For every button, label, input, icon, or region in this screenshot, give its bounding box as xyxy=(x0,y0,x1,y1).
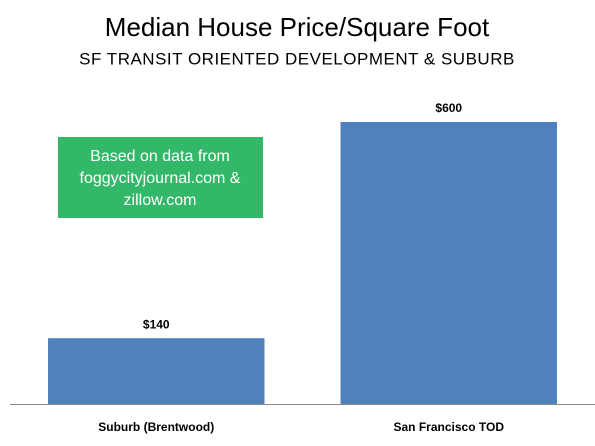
value-label: $140 xyxy=(143,317,170,331)
x-tick-label: Suburb (Brentwood) xyxy=(98,420,214,434)
annotation-text: zillow.com xyxy=(124,192,197,209)
bar xyxy=(340,122,557,404)
bar xyxy=(48,338,265,404)
x-tick-label: San Francisco TOD xyxy=(394,420,505,434)
annotation-text: foggycityjournal.com & xyxy=(80,170,241,187)
annotation-box xyxy=(58,137,263,218)
annotation-text: Based on data from xyxy=(90,148,230,165)
chart-subtitle: SF TRANSIT ORIENTED DEVELOPMENT & SUBURB xyxy=(79,49,515,68)
value-label: $600 xyxy=(435,101,462,115)
chart-title: Median House Price/Square Foot xyxy=(105,12,490,42)
